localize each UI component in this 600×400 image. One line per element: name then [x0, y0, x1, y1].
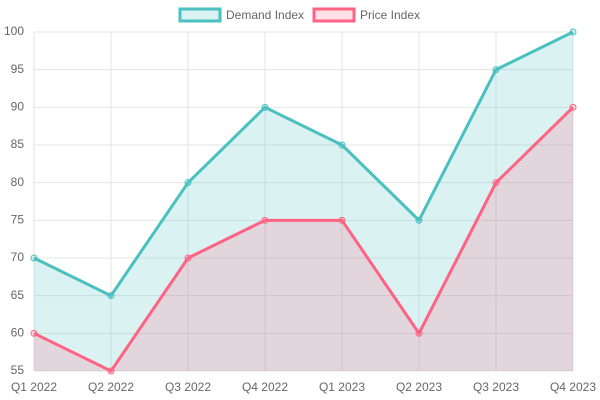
series-line: [33, 106, 575, 373]
point: [492, 66, 500, 74]
point: [415, 329, 423, 337]
x-tick-label: Q4 2023: [550, 380, 596, 394]
x-tick-label: Q3 2023: [473, 380, 519, 394]
x-tick-label: Q3 2022: [165, 380, 211, 394]
x-tick-label: Q2 2022: [88, 380, 134, 394]
point: [261, 103, 269, 111]
point: [107, 367, 115, 375]
point: [415, 216, 423, 224]
y-tick-label: 90: [11, 100, 25, 114]
point: [261, 216, 269, 224]
x-tick-label: Q4 2022: [242, 380, 288, 394]
x-tick-label: Q1 2022: [11, 380, 57, 394]
legend-label[interactable]: Price Index: [360, 8, 420, 22]
point: [30, 329, 38, 337]
point: [338, 216, 346, 224]
x-tick-label: Q2 2023: [396, 380, 442, 394]
point: [569, 103, 577, 111]
y-tick-label: 100: [4, 24, 24, 38]
legend-label[interactable]: Demand Index: [226, 8, 304, 22]
y-tick-label: 75: [11, 213, 25, 227]
legend-swatch[interactable]: [178, 7, 222, 23]
area-fill: [34, 107, 573, 371]
point: [569, 28, 577, 36]
y-tick-label: 85: [11, 137, 25, 151]
point: [30, 254, 38, 262]
y-tick-label: 70: [11, 250, 25, 264]
y-tick-label: 55: [11, 363, 25, 377]
point: [492, 179, 500, 187]
y-tick-label: 95: [11, 62, 25, 76]
point: [107, 292, 115, 300]
point: [184, 254, 192, 262]
y-tick-label: 65: [11, 288, 25, 302]
y-tick-label: 60: [11, 326, 25, 340]
point: [338, 141, 346, 149]
legend-swatch[interactable]: [312, 7, 356, 23]
point: [184, 179, 192, 187]
x-tick-label: Q1 2023: [319, 380, 365, 394]
series-line: [33, 30, 574, 298]
y-tick-label: 80: [11, 175, 25, 189]
